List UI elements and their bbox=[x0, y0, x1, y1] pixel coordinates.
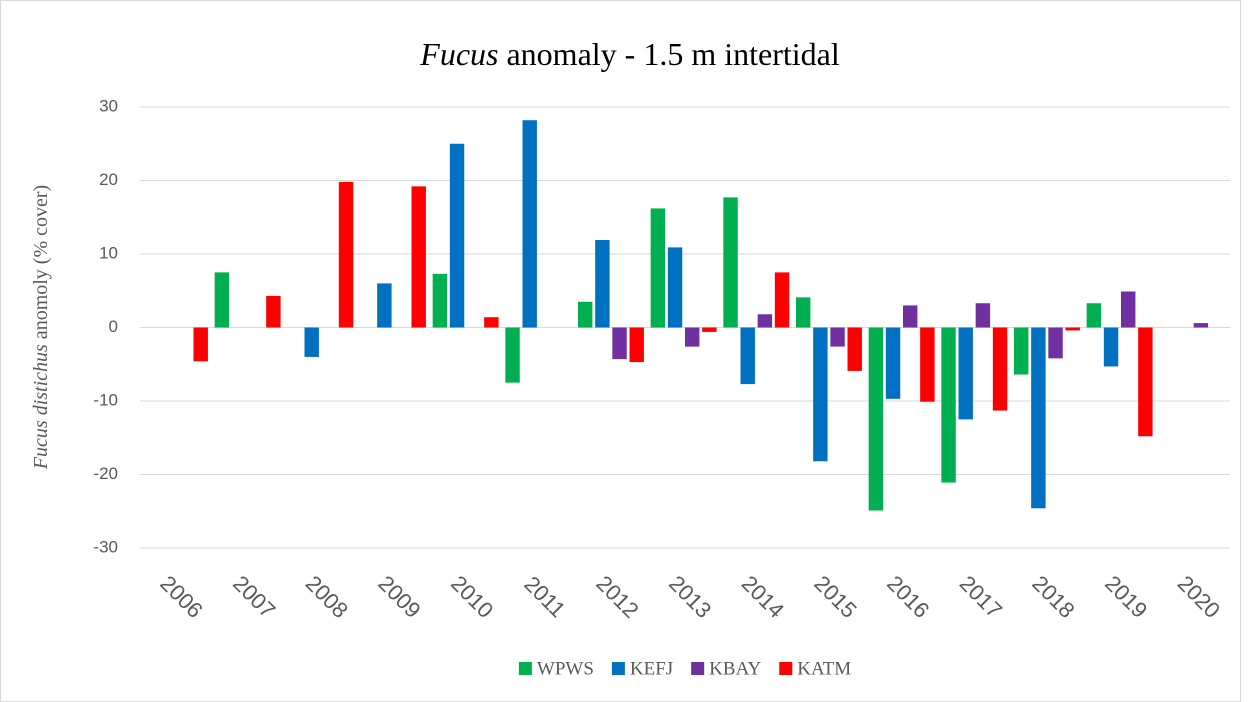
legend-label: KBAY bbox=[709, 658, 761, 679]
legend: WPWS KEFJ KBAY KATM bbox=[518, 658, 851, 679]
y-tick-label: 30 bbox=[99, 96, 118, 115]
y-tick-label: -30 bbox=[93, 537, 118, 556]
bar bbox=[975, 303, 991, 328]
bar bbox=[992, 327, 1008, 411]
text-part: anomoly (% cover) bbox=[30, 185, 52, 344]
legend-label: KEFJ bbox=[630, 658, 673, 679]
legend-swatch bbox=[779, 662, 793, 675]
bar bbox=[595, 240, 610, 328]
bar bbox=[578, 301, 593, 328]
bar bbox=[885, 327, 901, 399]
bar bbox=[813, 327, 828, 462]
y-tick-label: 10 bbox=[99, 243, 118, 262]
bar bbox=[1014, 327, 1029, 375]
bar bbox=[1065, 327, 1080, 331]
bar bbox=[941, 327, 956, 483]
bar bbox=[377, 283, 392, 328]
bar bbox=[847, 327, 862, 371]
bar bbox=[449, 143, 465, 328]
chart-title: Fucus anomaly - 1.5 m intertidal bbox=[419, 36, 840, 72]
bar bbox=[266, 295, 281, 328]
bar bbox=[903, 305, 918, 328]
bar bbox=[757, 314, 773, 328]
bar bbox=[920, 327, 935, 402]
bar bbox=[796, 297, 811, 328]
bar bbox=[411, 186, 426, 328]
bar bbox=[1103, 327, 1119, 367]
y-tick-label: -20 bbox=[93, 464, 118, 483]
text-part: Fucus distichus bbox=[30, 344, 52, 470]
bar bbox=[702, 327, 717, 332]
bar bbox=[723, 197, 738, 328]
bar bbox=[1086, 303, 1102, 328]
bar bbox=[685, 327, 700, 347]
bar bbox=[740, 327, 755, 385]
legend-swatch bbox=[518, 662, 532, 675]
bar bbox=[629, 327, 644, 363]
bar bbox=[505, 327, 520, 383]
bar bbox=[338, 181, 354, 328]
bar bbox=[432, 273, 448, 328]
bar bbox=[958, 327, 973, 420]
bar bbox=[522, 120, 537, 328]
bar bbox=[1048, 327, 1063, 359]
y-tick-label: 0 bbox=[109, 317, 118, 336]
bar bbox=[830, 327, 845, 347]
bar bbox=[1121, 291, 1136, 328]
bar bbox=[774, 272, 790, 328]
bar bbox=[1193, 323, 1209, 328]
y-axis-label: Fucus distichus anomoly (% cover) bbox=[30, 185, 52, 470]
legend-label: KATM bbox=[797, 658, 851, 679]
legend-label: WPWS bbox=[537, 658, 594, 679]
bar bbox=[304, 327, 319, 357]
legend-swatch bbox=[611, 662, 625, 675]
bar bbox=[1138, 327, 1153, 437]
text-part: Fucus bbox=[419, 36, 498, 72]
bar bbox=[667, 247, 683, 328]
bar bbox=[612, 327, 627, 360]
bar bbox=[484, 317, 499, 328]
bar bbox=[214, 272, 230, 328]
text-part: anomaly - 1.5 m intertidal bbox=[498, 36, 839, 72]
y-tick-label: -10 bbox=[93, 390, 118, 409]
bar bbox=[1031, 327, 1046, 509]
bar bbox=[193, 327, 208, 362]
bar bbox=[868, 327, 884, 511]
y-tick-label: 20 bbox=[99, 170, 118, 189]
bar bbox=[650, 208, 666, 328]
legend-swatch bbox=[691, 662, 705, 675]
